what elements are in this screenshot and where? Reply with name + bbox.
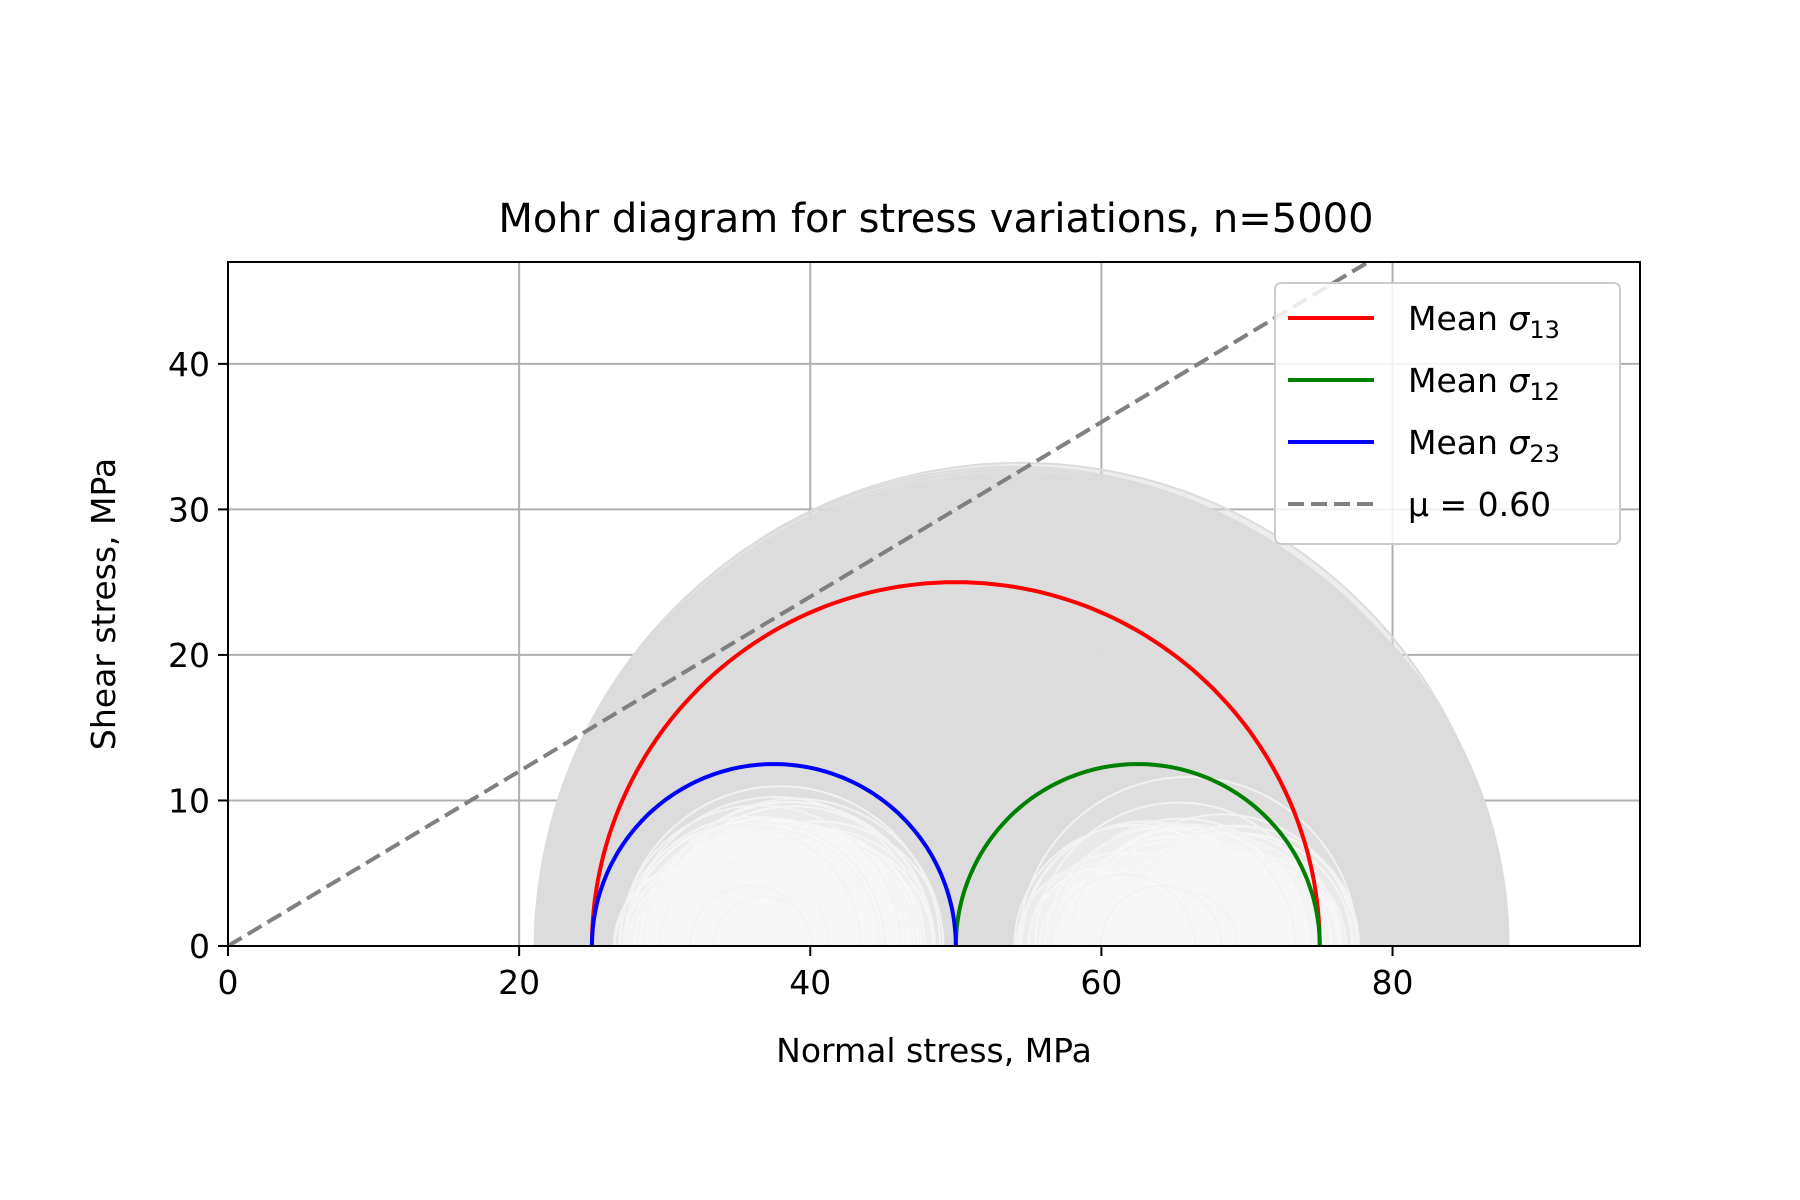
chart-title: Mohr diagram for stress variations, n=50… xyxy=(498,196,1373,242)
y-tick-label: 10 xyxy=(168,781,210,820)
legend-label-friction: μ = 0.60 xyxy=(1408,485,1551,524)
x-tick-label: 80 xyxy=(1372,963,1414,1002)
mean-circle-sigma13 xyxy=(589,580,1322,946)
variation-inner-circle xyxy=(617,824,862,946)
variation-inner-circle xyxy=(636,836,855,946)
y-tick-label: 40 xyxy=(168,345,210,384)
x-tick-label: 60 xyxy=(1080,963,1122,1002)
variation-inner-circle xyxy=(1162,946,1180,955)
plot-frame xyxy=(227,261,1641,947)
variation-inner-circle xyxy=(629,832,857,946)
legend-label-sigma13: Mean σ13 xyxy=(1408,299,1560,344)
variation-inner-circle xyxy=(1089,813,1355,946)
variation-inner-circle xyxy=(1019,820,1270,946)
legend-label-sigma23: Mean σ23 xyxy=(1408,423,1560,468)
y-tick-label: 0 xyxy=(189,927,210,966)
variation-inner-circle xyxy=(1182,908,1258,946)
variation-inner-circle xyxy=(618,804,902,946)
mean-series-layer xyxy=(228,262,1373,946)
axis-ticks: 0 20 40 60 80 0 10 20 30 40 xyxy=(168,345,1414,1002)
variation-inner-circle xyxy=(712,895,814,946)
x-axis-label: Normal stress, MPa xyxy=(776,1031,1092,1070)
stress-variation-circles xyxy=(533,461,1510,955)
legend-box xyxy=(1274,282,1621,545)
variation-inner-circle xyxy=(1051,873,1197,946)
y-axis-label: Shear stress, MPa xyxy=(84,458,123,750)
variation-inner-circle xyxy=(711,875,852,946)
mean-circle-sigma12 xyxy=(953,762,1322,946)
x-tick-label: 40 xyxy=(789,963,831,1002)
variation-inner-circle xyxy=(1049,823,1296,946)
variation-inner-circle xyxy=(1099,884,1223,946)
mean-circle-sigma23 xyxy=(589,762,958,946)
variation-inner-circle xyxy=(644,873,789,946)
variation-inner-circle xyxy=(1119,825,1360,946)
y-tick-label: 20 xyxy=(168,636,210,675)
y-tick-label: 30 xyxy=(168,490,210,529)
variation-inner-circle xyxy=(658,860,830,946)
legend: Mean σ13 Mean σ12 Mean σ23 μ = 0.60 xyxy=(1274,282,1621,545)
variation-inner-circle xyxy=(1124,889,1238,946)
x-tick-label: 20 xyxy=(498,963,540,1002)
legend-label-sigma12: Mean σ12 xyxy=(1408,361,1560,406)
x-tick-label: 0 xyxy=(218,963,239,1002)
variation-inner-circle xyxy=(698,891,808,946)
